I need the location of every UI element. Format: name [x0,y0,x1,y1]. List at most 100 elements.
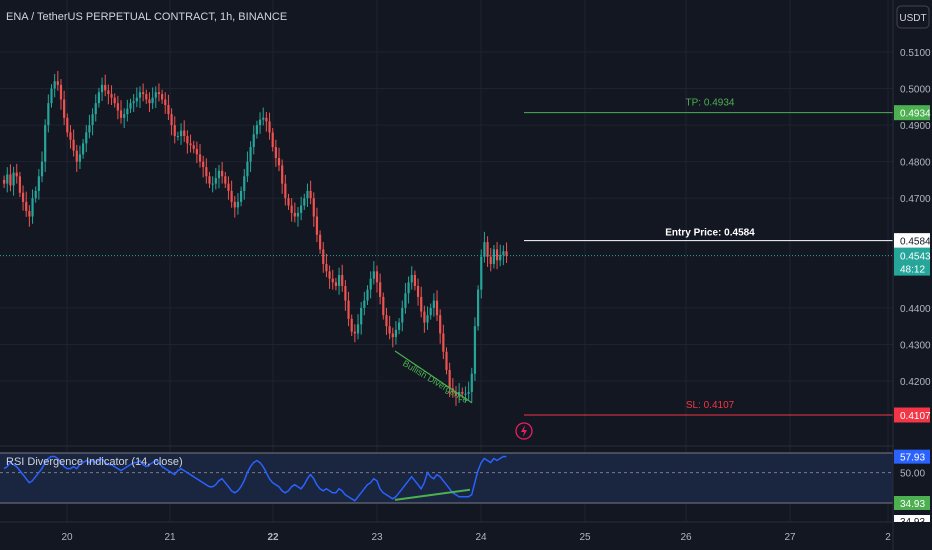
candle [44,125,47,162]
candle [78,154,82,162]
candle [214,178,217,184]
candle [353,331,356,334]
candle [319,234,322,250]
candle [360,307,363,325]
candle [398,322,401,330]
candle [281,165,284,184]
candle [40,161,44,177]
candle [489,256,492,265]
time-tick-label: 25 [579,532,591,543]
candle [75,150,78,162]
current-price-tag: 0.4543 [900,252,931,263]
axis-corner [894,522,932,550]
candlestick-series[interactable] [3,71,508,406]
candle [420,296,423,312]
rsi-current-tag-bg [894,449,930,464]
candle [347,300,350,319]
candle [274,147,277,159]
price-axis[interactable]: 0.5100 0.5000 0.4900 0.4800 0.4700 0.4400 0.43… [900,48,931,388]
candle [328,271,331,279]
price-tick-label: 0.4200 [900,377,931,388]
time-tick-label: 2 [885,532,891,543]
candle [454,391,458,396]
candle [322,249,325,265]
candle [126,108,129,115]
candle [211,183,214,185]
time-tick-label: 24 [475,532,487,543]
candle [129,103,132,109]
candle [379,282,382,297]
candle [50,88,53,104]
candle [82,143,85,155]
candle [148,99,151,104]
candle [113,97,116,104]
candle [312,198,315,217]
candle [448,370,451,389]
candle [483,242,486,257]
candle [246,161,249,177]
candle [15,172,18,177]
rsi-series [3,455,507,502]
candle [334,282,337,286]
candle [410,274,413,283]
time-tick-label: 23 [371,532,383,543]
rsi-bottom-tag-bg [894,515,930,522]
candle [85,132,88,144]
countdown-tag: 48:12 [900,265,925,276]
sl-label: SL: 0.4107 [686,400,735,411]
price-tick-label: 0.5100 [900,48,931,59]
entry-axis-tag-bg [894,233,930,249]
symbol-title[interactable]: ENA / TetherUS PERPETUAL CONTRACT, 1h, B… [6,11,287,23]
candle [192,145,195,149]
time-tick-label: 27 [784,532,796,543]
candle [56,81,59,85]
candle [34,190,37,199]
candle [91,114,94,126]
candle [217,170,221,179]
candle [116,103,119,111]
currency-button[interactable]: USDT [896,5,930,29]
candle [145,94,148,100]
candle [413,274,416,286]
candle [252,134,255,148]
candle [9,174,12,186]
lightning-icon[interactable] [515,422,533,440]
candle [502,251,505,255]
candle [28,211,31,217]
candle [293,212,296,217]
candle [202,161,205,168]
candle [331,278,334,283]
candle [356,324,360,334]
candle [423,311,426,323]
candle [255,125,258,135]
candle [363,300,366,308]
candle [268,121,271,133]
candle [135,97,138,102]
candle [258,119,262,126]
candle [325,264,328,272]
candle [277,158,281,166]
candle [243,176,246,191]
time-axis[interactable]: 20 21 22 23 24 25 26 27 2 [61,532,891,543]
price-divergence-line [394,350,473,404]
candle [47,103,50,126]
candle [300,205,303,213]
candle [401,307,404,323]
candle [227,183,230,191]
candle [186,136,189,144]
candle [480,256,483,290]
candle [369,278,372,290]
candle [306,190,309,199]
candle [53,81,56,89]
price-tick-label: 0.4300 [900,340,931,351]
tp-axis-tag-bg [894,105,930,121]
price-tick-label: 0.4400 [900,304,931,315]
price-tick-label: 0.4900 [900,121,931,132]
candle [151,97,154,104]
candle [337,274,341,286]
candle [138,92,142,98]
rsi-title[interactable]: RSI Divergence Indicator (14, close) [6,456,183,468]
price-tick-label: 0.4800 [900,158,931,169]
candle [388,326,391,334]
price-tick-label: 0.4700 [900,194,931,205]
